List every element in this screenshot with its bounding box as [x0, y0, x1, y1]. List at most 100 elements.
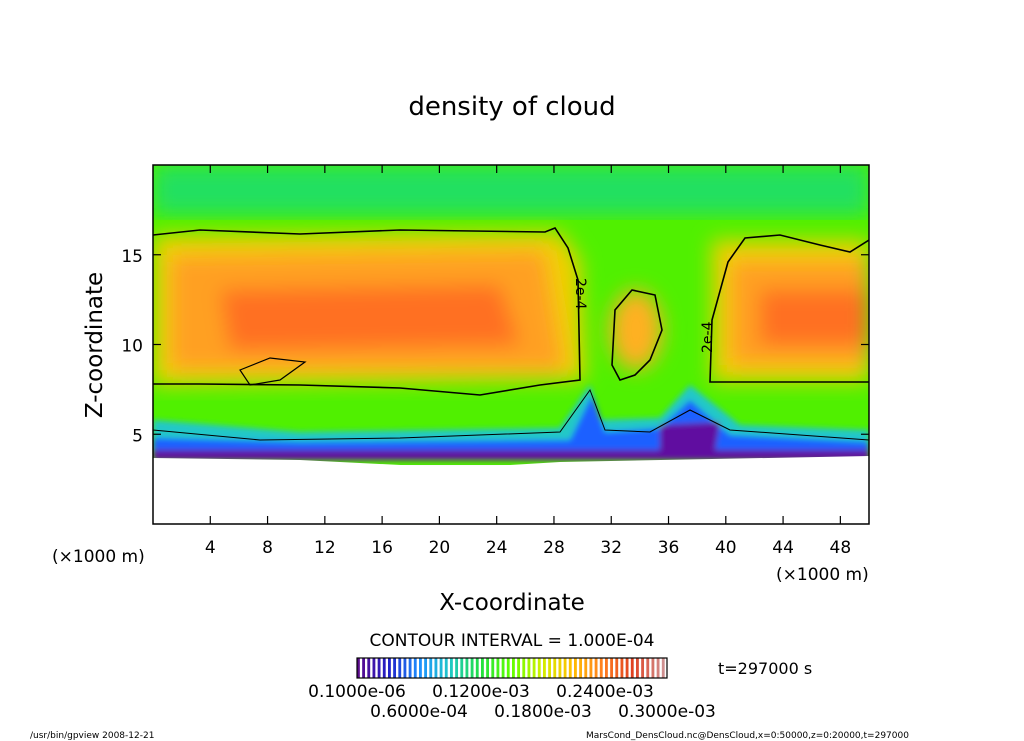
x-unit-right: (×1000 m)	[776, 565, 869, 585]
footer-left: /usr/bin/gpview 2008-12-21	[30, 731, 154, 741]
x-tick-label: 32	[600, 538, 622, 558]
colorbar-swatch	[496, 658, 500, 678]
colorbar-swatch	[362, 658, 366, 678]
colorbar-swatch	[450, 658, 453, 678]
contour-label-left: 2e-4	[572, 278, 588, 310]
contour-lines	[153, 227, 869, 441]
colorbar-swatch	[646, 658, 650, 678]
colorbar-swatch	[579, 658, 583, 678]
colorbar-swatch	[522, 658, 526, 678]
colorbar-swatch	[372, 658, 376, 678]
footer-right: MarsCond_DensCloud.nc@DensCloud,x=0:5000…	[586, 731, 909, 741]
empty-region	[153, 456, 869, 524]
heatmap-top-band	[153, 165, 869, 215]
x-tick-label: 48	[830, 538, 852, 558]
colorbar-swatch	[403, 658, 407, 678]
colorbar-swatch	[413, 658, 417, 678]
x-tick-label: 36	[658, 538, 680, 558]
colorbar-swatch	[563, 658, 567, 678]
colorbar-swatch	[574, 658, 577, 678]
colorbar-swatch	[486, 658, 490, 678]
x-unit-left: (×1000 m)	[52, 547, 145, 567]
colorbar-frame	[356, 657, 668, 679]
x-tick-label: 28	[543, 538, 565, 558]
colorbar-swatch	[512, 658, 515, 678]
colorbar-swatch	[589, 658, 593, 678]
colorbar-swatch	[610, 658, 614, 678]
colorbar-swatch	[651, 658, 655, 678]
colorbar-label: 0.1200e-03	[432, 682, 530, 702]
x-axis-label: X-coordinate	[439, 590, 585, 616]
colorbar-swatch	[620, 658, 624, 678]
x-tick-label: 12	[314, 538, 336, 558]
colorbar-swatch	[558, 658, 562, 678]
x-tick-label: 4	[205, 538, 216, 558]
colorbar-swatch	[568, 658, 572, 678]
colorbar-swatch	[532, 658, 536, 678]
colorbar-swatch	[470, 658, 474, 678]
colorbar-swatch	[429, 658, 433, 678]
colorbar-swatch	[367, 658, 371, 678]
colorbar-swatch	[641, 658, 645, 678]
colorbar-swatch	[506, 658, 510, 678]
colorbar-swatch	[419, 658, 422, 678]
colorbar-swatch	[553, 658, 557, 678]
colorbar-swatch	[357, 658, 360, 678]
colorbar-swatch	[594, 658, 598, 678]
colorbar-swatch	[491, 658, 495, 678]
heatmap-high-regions	[153, 232, 869, 385]
colorbar-swatch	[439, 658, 443, 678]
contour-label-right: 2e-4	[700, 321, 716, 353]
colorbar-swatch	[656, 658, 660, 678]
colorbar-swatch	[527, 658, 531, 678]
x-tick-label: 24	[486, 538, 508, 558]
colorbar-swatch	[388, 658, 391, 678]
colorbar-labels: 0.1000e-060.6000e-040.1200e-030.1800e-03…	[308, 682, 716, 722]
time-label: t=297000 s	[718, 659, 812, 678]
x-tick-label: 20	[429, 538, 451, 558]
colorbar-swatch	[599, 658, 603, 678]
colorbar-swatch	[501, 658, 505, 678]
colorbar-swatch	[584, 658, 588, 678]
colorbar-swatch	[408, 658, 412, 678]
colorbar-swatch	[625, 658, 629, 678]
colorbar-swatch	[548, 658, 552, 678]
colorbar-label: 0.1800e-03	[494, 702, 592, 722]
colorbar-swatch	[543, 658, 546, 678]
heatmap-field: 2e-4 2e-4	[153, 165, 869, 524]
colorbar-swatch	[661, 658, 665, 678]
colorbar-swatch	[475, 658, 479, 678]
colorbar-swatch	[537, 658, 541, 678]
x-tick-label: 44	[772, 538, 794, 558]
colorbar-swatch	[630, 658, 634, 678]
x-tick-label: 8	[262, 538, 273, 558]
colorbar-swatch	[517, 658, 521, 678]
colorbar	[357, 658, 665, 678]
colorbar-swatch	[615, 658, 619, 678]
chart-title: density of cloud	[408, 92, 615, 122]
colorbar-label: 0.2400e-03	[556, 682, 654, 702]
colorbar-label: 0.1000e-06	[308, 682, 406, 702]
colorbar-swatch	[460, 658, 464, 678]
colorbar-swatch	[444, 658, 448, 678]
colorbar-swatch	[481, 658, 484, 678]
colorbar-swatch	[465, 658, 469, 678]
y-tick-label: 5	[132, 426, 143, 446]
colorbar-swatch	[424, 658, 428, 678]
heatmap-low-band	[153, 385, 869, 460]
contour-interval: CONTOUR INTERVAL = 1.000E-04	[370, 631, 655, 651]
colorbar-swatch	[393, 658, 397, 678]
colorbar-swatch	[455, 658, 459, 678]
colorbar-swatch	[382, 658, 386, 678]
colorbar-swatch	[377, 658, 381, 678]
y-axis-label: Z-coordinate	[82, 272, 108, 418]
y-tick-label: 15	[121, 247, 143, 267]
colorbar-swatch	[636, 658, 639, 678]
colorbar-swatch	[605, 658, 608, 678]
colorbar-swatch	[434, 658, 438, 678]
colorbar-label: 0.6000e-04	[370, 702, 468, 722]
x-tick-label: 40	[715, 538, 737, 558]
y-tick-label: 10	[121, 337, 143, 357]
